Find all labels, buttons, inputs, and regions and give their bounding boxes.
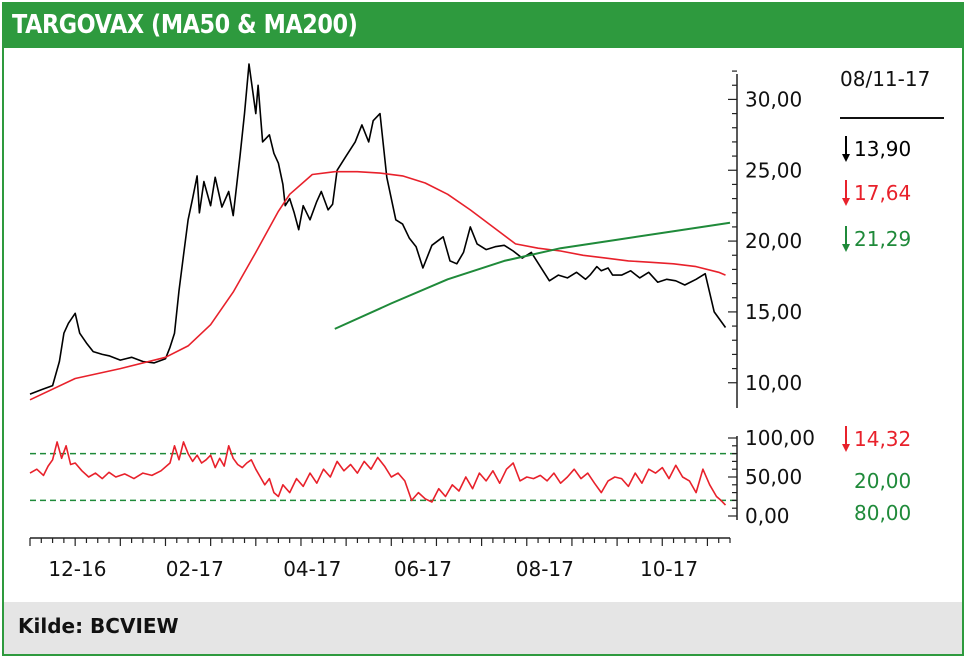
legend-value: 17,64 — [854, 181, 911, 205]
x-axis: 12-16 02-17 04-17 06-17 08-17 10-17 — [29, 537, 731, 581]
x-tick-label: 12-16 — [48, 557, 106, 581]
oscillator-y-tick-label: 100,00 — [745, 426, 815, 450]
x-tick-label: 10-17 — [640, 557, 698, 581]
x-tick-label: 06-17 — [394, 557, 452, 581]
reference-line-label: 20,00 — [854, 469, 911, 493]
chart-canvas: 30,00 25,00 20,00 15,00 10,00 100,00 50,00 0,0… — [29, 63, 944, 581]
series-line-ma50 — [29, 170, 726, 401]
price-y-tick-label: 20,00 — [745, 229, 802, 253]
oscillator-y-tick-label: 50,00 — [745, 465, 802, 489]
oscillator-y-tick-label: 0,00 — [745, 504, 790, 528]
legend-value: 21,29 — [854, 227, 911, 251]
legend-down-arrow-icon-head — [842, 444, 850, 452]
legend-value: 14,32 — [854, 427, 911, 451]
legend-value: 13,90 — [854, 137, 911, 161]
x-tick-label: 02-17 — [166, 557, 224, 581]
price-y-tick-label: 10,00 — [745, 371, 802, 395]
price-y-tick-label: 25,00 — [745, 158, 802, 182]
price-y-tick-label: 15,00 — [745, 300, 802, 324]
legend: 08/11-17 13,90 17,64 21,29 14,32 20,00 80,00 — [840, 67, 944, 525]
legend-down-arrow-icon-head — [842, 244, 850, 252]
x-tick-label: 08-17 — [516, 557, 574, 581]
chart-title: TARGOVAX (MA50 & MA200) — [12, 10, 358, 40]
series-line-oscillator — [29, 441, 727, 506]
series-line-price — [29, 63, 727, 395]
price-panel: 30,00 25,00 20,00 15,00 10,00 — [29, 63, 802, 408]
legend-down-arrow-icon-head — [842, 154, 850, 162]
price-y-tick-label: 30,00 — [745, 87, 802, 111]
reference-line-label: 80,00 — [854, 501, 911, 525]
legend-date: 08/11-17 — [840, 67, 930, 91]
legend-down-arrow-icon-head — [842, 198, 850, 206]
series-line-ma200 — [334, 221, 731, 330]
x-tick-label: 04-17 — [283, 557, 341, 581]
source-label: Kilde: BCVIEW — [18, 614, 179, 638]
title-bar: TARGOVAX (MA50 & MA200) — [4, 4, 962, 48]
footer: Kilde: BCVIEW — [4, 602, 962, 654]
oscillator-panel: 100,00 50,00 0,00 — [29, 426, 815, 528]
